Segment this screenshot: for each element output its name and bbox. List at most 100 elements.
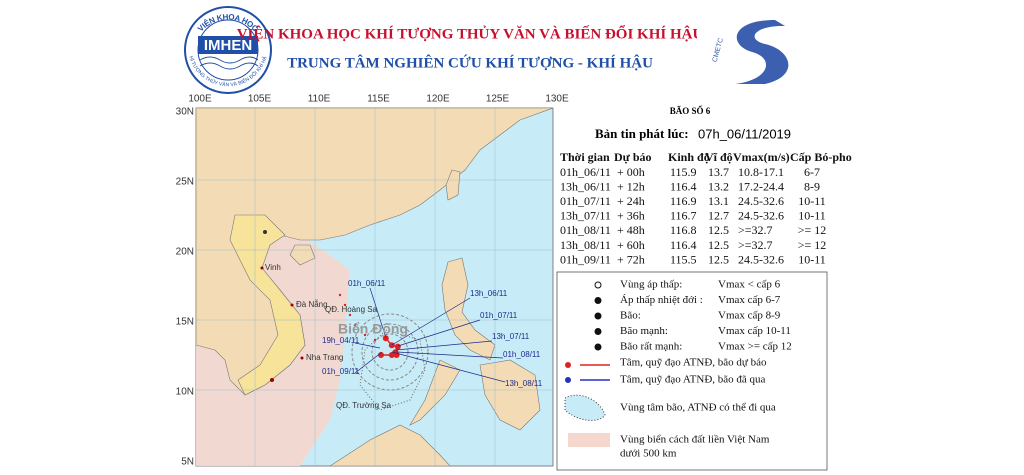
legend-label: Áp thấp nhiệt đới :: [620, 294, 703, 306]
place-label: QĐ. Hoàng Sa: [325, 305, 378, 314]
lon-label: 120E: [426, 94, 450, 105]
table-cell: 116.9: [670, 194, 697, 208]
table-cell: + 48h: [617, 223, 645, 237]
legend-label: Vùng áp thấp:: [620, 279, 682, 291]
table-cell: 24.5-32.6: [738, 194, 784, 208]
column-header: Vmax(m/s): [733, 150, 790, 164]
legend-past: Tâm, quỹ đạo ATNĐ, bão đã qua: [620, 374, 766, 386]
logo-text: IMHEN: [204, 37, 252, 54]
track-label: 13h_06/11: [470, 289, 508, 298]
table-cell: + 72h: [617, 252, 645, 266]
lat-label: 5N: [181, 457, 194, 468]
table-cell: 13.1: [708, 194, 729, 208]
legend-note: Vmax cấp 6-7: [718, 294, 781, 306]
legend-label: Bão rất mạnh:: [620, 341, 682, 353]
table-cell: 24.5-32.6: [738, 209, 784, 223]
lon-label: 100E: [188, 94, 212, 105]
lat-label: 20N: [176, 247, 194, 258]
table-cell: >=32.7: [738, 223, 773, 237]
legend-zone: Vùng biển cách đất liền Việt Nam: [620, 434, 770, 446]
place-label: Đà Nẵng: [296, 300, 328, 309]
imhen-logo: VIỆN KHOA HỌC IMHEN KHÍ TƯỢNG THỦY VĂN V…: [0, 0, 272, 94]
institute-title: VIỆN KHOA HỌC KHÍ TƯỢNG THỦY VĂN VÀ BIẾN…: [237, 24, 704, 42]
legend-symbol: [594, 281, 602, 289]
legend-symbol: [594, 328, 602, 335]
table-cell: 13h_06/11: [560, 179, 611, 193]
table-cell: + 12h: [617, 179, 645, 193]
table-cell: 17.2-24.4: [738, 179, 784, 193]
table-cell: 10-11: [798, 252, 826, 266]
sea-name: Biển Đông: [338, 321, 408, 337]
legend-zone: dưới 500 km: [620, 448, 677, 460]
table-cell: >= 12: [798, 223, 827, 237]
cmetc-logo: CMETC: [697, 14, 789, 86]
table-cell: 116.7: [670, 209, 697, 223]
issued-time: 07h_06/11/2019: [698, 126, 791, 141]
track-point: [378, 352, 384, 358]
table-cell: + 36h: [617, 209, 645, 223]
storm-title: BÃO SỐ 6: [670, 106, 711, 116]
track-label: 01h_07/11: [480, 311, 518, 320]
table-cell: 116.4: [670, 179, 697, 193]
center-title: TRUNG TÂM NGHIÊN CỨU KHÍ TƯỢNG - KHÍ HẬU: [287, 54, 653, 71]
track-point: [394, 343, 401, 350]
legend-cone: Vùng tâm bão, ATNĐ có thể đi qua: [620, 402, 776, 414]
table-cell: 10-11: [798, 209, 826, 223]
lon-label: 130E: [545, 94, 569, 105]
track-label: 01h_06/11: [348, 279, 386, 288]
table-cell: 115.9: [670, 165, 697, 179]
lat-label: 10N: [176, 387, 194, 398]
table-cell: >= 12: [798, 238, 827, 252]
table-cell: >=32.7: [738, 238, 773, 252]
table-cell: 01h_09/11: [560, 252, 611, 266]
table-cell: 116.8: [670, 223, 697, 237]
legend-symbol: [594, 312, 602, 320]
legend-label: Bão:: [620, 310, 641, 322]
lat-label: 30N: [176, 107, 194, 118]
legend-note: Vmax < cấp 6: [718, 279, 781, 291]
table-cell: 24.5-32.6: [738, 252, 784, 266]
table-cell: 12.5: [708, 223, 729, 237]
table-cell: + 24h: [617, 194, 645, 208]
legend: Vùng áp thấp: Vmax < cấp 6 Áp thấp nhiệt đ…: [556, 271, 828, 471]
track-label: 01h_08/11: [503, 350, 541, 359]
column-header: Cấp Bó-pho: [790, 150, 852, 164]
table-cell: 01h_08/11: [560, 223, 611, 237]
table-cell: 12.7: [708, 209, 729, 223]
legend-label: Bão mạnh:: [620, 325, 668, 337]
place-label: QĐ. Trường Sa: [336, 401, 392, 410]
track-point: [382, 335, 389, 342]
table-cell: 12.5: [708, 252, 729, 266]
table-cell: 13h_07/11: [560, 209, 611, 223]
legend-forecast: Tâm, quỹ đạo ATNĐ, bão dự báo: [620, 357, 767, 369]
table-cell: + 00h: [617, 165, 645, 179]
table-cell: 13.2: [708, 179, 729, 193]
track-label: 19h_04/11: [322, 336, 360, 345]
issued-label: Bản tin phát lúc:: [595, 126, 689, 141]
track-point: [388, 342, 395, 349]
table-cell: 115.5: [670, 252, 697, 266]
lon-label: 110E: [308, 94, 331, 105]
column-header: Kinh độ: [668, 150, 710, 164]
column-header: Vĩ độ: [705, 150, 733, 164]
track-label: 13h_08/11: [505, 379, 543, 388]
legend-note: Vmax cấp 8-9: [718, 310, 781, 322]
lon-label: 105E: [248, 94, 272, 105]
table-cell: 116.4: [670, 238, 697, 252]
track-label: 13h_07/11: [492, 332, 530, 341]
place-label: Nha Trang: [306, 353, 343, 362]
table-cell: 12.5: [708, 238, 729, 252]
table-cell: 10-11: [798, 194, 826, 208]
map: Biển Đông Vinh Đà Nẵng QĐ. Hoàng Sa Nha …: [176, 94, 569, 468]
track-point: [388, 352, 395, 358]
lat-label: 15N: [176, 317, 194, 328]
table-cell: 01h_07/11: [560, 194, 611, 208]
table-cell: 13.7: [708, 165, 729, 179]
legend-symbol: [594, 297, 602, 304]
table-cell: 13h_08/11: [560, 238, 611, 252]
table-cell: 10.8-17.1: [738, 165, 784, 179]
column-header: Thời gian: [560, 150, 610, 164]
track-label: 01h_09/11: [322, 367, 360, 376]
column-header: Dự báo: [614, 150, 652, 164]
